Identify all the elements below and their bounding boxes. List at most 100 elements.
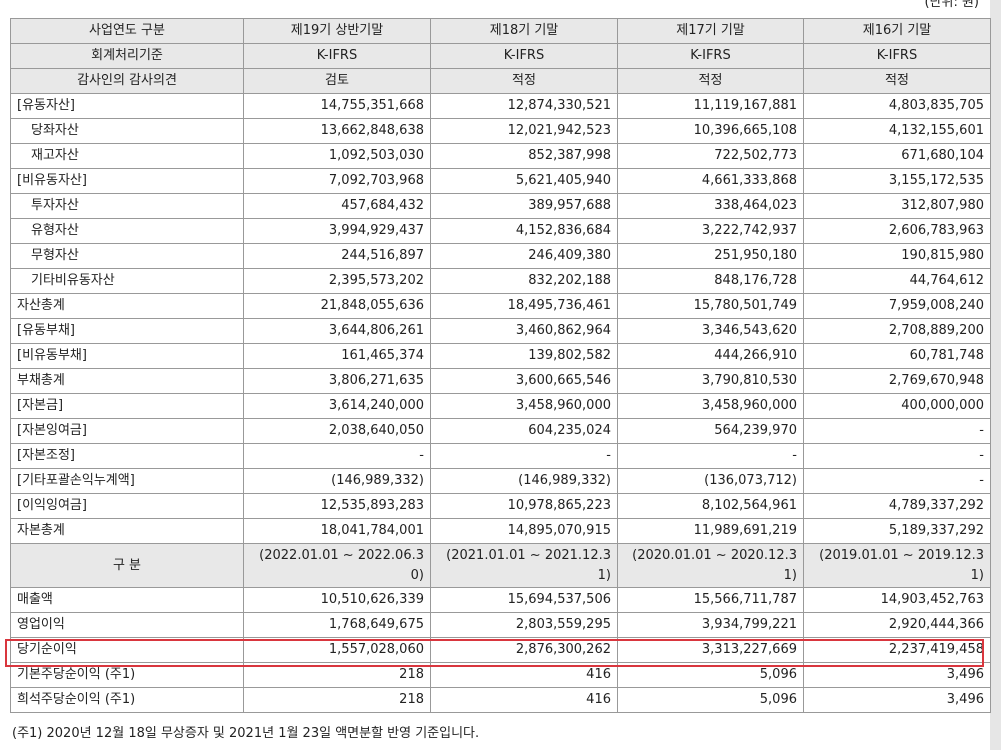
- header-cell: 사업연도 구분: [10, 18, 244, 44]
- value-cell: 852,387,998: [430, 143, 618, 169]
- value-cell: 416: [430, 687, 618, 713]
- value-cell: 14,895,070,915: [430, 518, 618, 544]
- header-cell: (2021.01.01 ~ 2021.12.31): [430, 543, 618, 588]
- table-row: 부채총계 3,806,271,635 3,600,665,546 3,790,810,…: [10, 368, 991, 394]
- row-label: [자본잉여금]: [10, 418, 244, 444]
- row-label: 희석주당순이익 (주1): [10, 687, 244, 713]
- value-cell: 4,132,155,601: [803, 118, 991, 144]
- value-cell: (146,989,332): [430, 468, 618, 494]
- header-cell: (2022.01.01 ~ 2022.06.30): [243, 543, 431, 588]
- value-cell: 444,266,910: [617, 343, 804, 369]
- value-cell: 60,781,748: [803, 343, 991, 369]
- table-row: 무형자산 244,516,897 246,409,380 251,950,180 190…: [10, 243, 991, 269]
- value-cell: 12,874,330,521: [430, 93, 618, 119]
- value-cell: 44,764,612: [803, 268, 991, 294]
- value-cell: 12,535,893,283: [243, 493, 431, 519]
- table-row: 유형자산 3,994,929,437 4,152,836,684 3,222,742,…: [10, 218, 991, 244]
- value-cell: 14,903,452,763: [803, 587, 991, 613]
- header-cell: K-IFRS: [617, 43, 804, 69]
- value-cell: 3,458,960,000: [617, 393, 804, 419]
- row-label: 당좌자산: [10, 118, 244, 144]
- header-cell: 제18기 기말: [430, 18, 618, 44]
- header-cell: K-IFRS: [430, 43, 618, 69]
- value-cell: 7,959,008,240: [803, 293, 991, 319]
- table-row: [자본잉여금] 2,038,640,050 604,235,024 564,239,9…: [10, 418, 991, 444]
- value-cell: 671,680,104: [803, 143, 991, 169]
- value-cell: 848,176,728: [617, 268, 804, 294]
- table-row: 투자자산 457,684,432 389,957,688 338,464,023 312…: [10, 193, 991, 219]
- header-cell: 제17기 기말: [617, 18, 804, 44]
- row-label: 당기순이익: [10, 637, 244, 663]
- table-row: 회계처리기준 K-IFRS K-IFRS K-IFRS K-IFRS: [10, 43, 991, 69]
- value-cell: -: [803, 468, 991, 494]
- table-row: [비유동부채] 161,465,374 139,802,582 444,266,910…: [10, 343, 991, 369]
- value-cell: 3,222,742,937: [617, 218, 804, 244]
- header-cell: 구 분: [10, 543, 244, 588]
- value-cell: 4,152,836,684: [430, 218, 618, 244]
- row-label: 영업이익: [10, 612, 244, 638]
- value-cell: 218: [243, 687, 431, 713]
- value-cell: 190,815,980: [803, 243, 991, 269]
- row-label: 유형자산: [10, 218, 244, 244]
- row-label: 부채총계: [10, 368, 244, 394]
- header-cell: 검토: [243, 68, 431, 94]
- table-row: 사업연도 구분 제19기 상반기말 제18기 기말 제17기 기말 제16기 기말: [10, 18, 991, 44]
- header-cell: K-IFRS: [243, 43, 431, 69]
- value-cell: 2,606,783,963: [803, 218, 991, 244]
- value-cell: 11,989,691,219: [617, 518, 804, 544]
- row-label: 무형자산: [10, 243, 244, 269]
- value-cell: 564,239,970: [617, 418, 804, 444]
- value-cell: 2,237,419,458: [803, 637, 991, 663]
- value-cell: 2,395,573,202: [243, 268, 431, 294]
- row-label: [자본조정]: [10, 443, 244, 469]
- row-label: [이익잉여금]: [10, 493, 244, 519]
- value-cell: -: [803, 418, 991, 444]
- value-cell: 722,502,773: [617, 143, 804, 169]
- value-cell: 13,662,848,638: [243, 118, 431, 144]
- value-cell: 2,708,889,200: [803, 318, 991, 344]
- value-cell: (136,073,712): [617, 468, 804, 494]
- row-label: 자산총계: [10, 293, 244, 319]
- row-label: 기타비유동자산: [10, 268, 244, 294]
- value-cell: 2,920,444,366: [803, 612, 991, 638]
- value-cell: 10,978,865,223: [430, 493, 618, 519]
- unit-label: (단위: 원): [924, 0, 979, 10]
- value-cell: 3,496: [803, 687, 991, 713]
- table-row: [유동자산] 14,755,351,668 12,874,330,521 11,119…: [10, 93, 991, 119]
- value-cell: 4,803,835,705: [803, 93, 991, 119]
- value-cell: 400,000,000: [803, 393, 991, 419]
- row-label: [유동자산]: [10, 93, 244, 119]
- value-cell: 21,848,055,636: [243, 293, 431, 319]
- value-cell: 244,516,897: [243, 243, 431, 269]
- header-cell: 감사인의 감사의견: [10, 68, 244, 94]
- value-cell: 3,155,172,535: [803, 168, 991, 194]
- scroll-strip: [990, 0, 1001, 750]
- value-cell: 389,957,688: [430, 193, 618, 219]
- value-cell: 15,694,537,506: [430, 587, 618, 613]
- financial-table: 사업연도 구분 제19기 상반기말 제18기 기말 제17기 기말 제16기 기말 회계처…: [10, 18, 991, 713]
- table-row: [비유동자산] 7,092,703,968 5,621,405,940 4,661,3…: [10, 168, 991, 194]
- table-row: [자본금] 3,614,240,000 3,458,960,000 3,458,960…: [10, 393, 991, 419]
- value-cell: 251,950,180: [617, 243, 804, 269]
- value-cell: 832,202,188: [430, 268, 618, 294]
- value-cell: 139,802,582: [430, 343, 618, 369]
- value-cell: 15,780,501,749: [617, 293, 804, 319]
- value-cell: 161,465,374: [243, 343, 431, 369]
- table-row: 매출액 10,510,626,339 15,694,537,506 15,566,71…: [10, 587, 991, 613]
- value-cell: 246,409,380: [430, 243, 618, 269]
- value-cell: (146,989,332): [243, 468, 431, 494]
- table-row: 감사인의 감사의견 검토 적정 적정 적정: [10, 68, 991, 94]
- table-row: 구 분 (2022.01.01 ~ 2022.06.30) (2021.01.01 …: [10, 543, 991, 588]
- row-label: 자본총계: [10, 518, 244, 544]
- table-row: 기타비유동자산 2,395,573,202 832,202,188 848,176,7…: [10, 268, 991, 294]
- table-row: 재고자산 1,092,503,030 852,387,998 722,502,773 6…: [10, 143, 991, 169]
- table-row: 자본총계 18,041,784,001 14,895,070,915 11,989,6…: [10, 518, 991, 544]
- value-cell: -: [617, 443, 804, 469]
- value-cell: 11,119,167,881: [617, 93, 804, 119]
- value-cell: 457,684,432: [243, 193, 431, 219]
- value-cell: 3,460,862,964: [430, 318, 618, 344]
- header-cell: 제16기 기말: [803, 18, 991, 44]
- value-cell: 604,235,024: [430, 418, 618, 444]
- row-label: [비유동부채]: [10, 343, 244, 369]
